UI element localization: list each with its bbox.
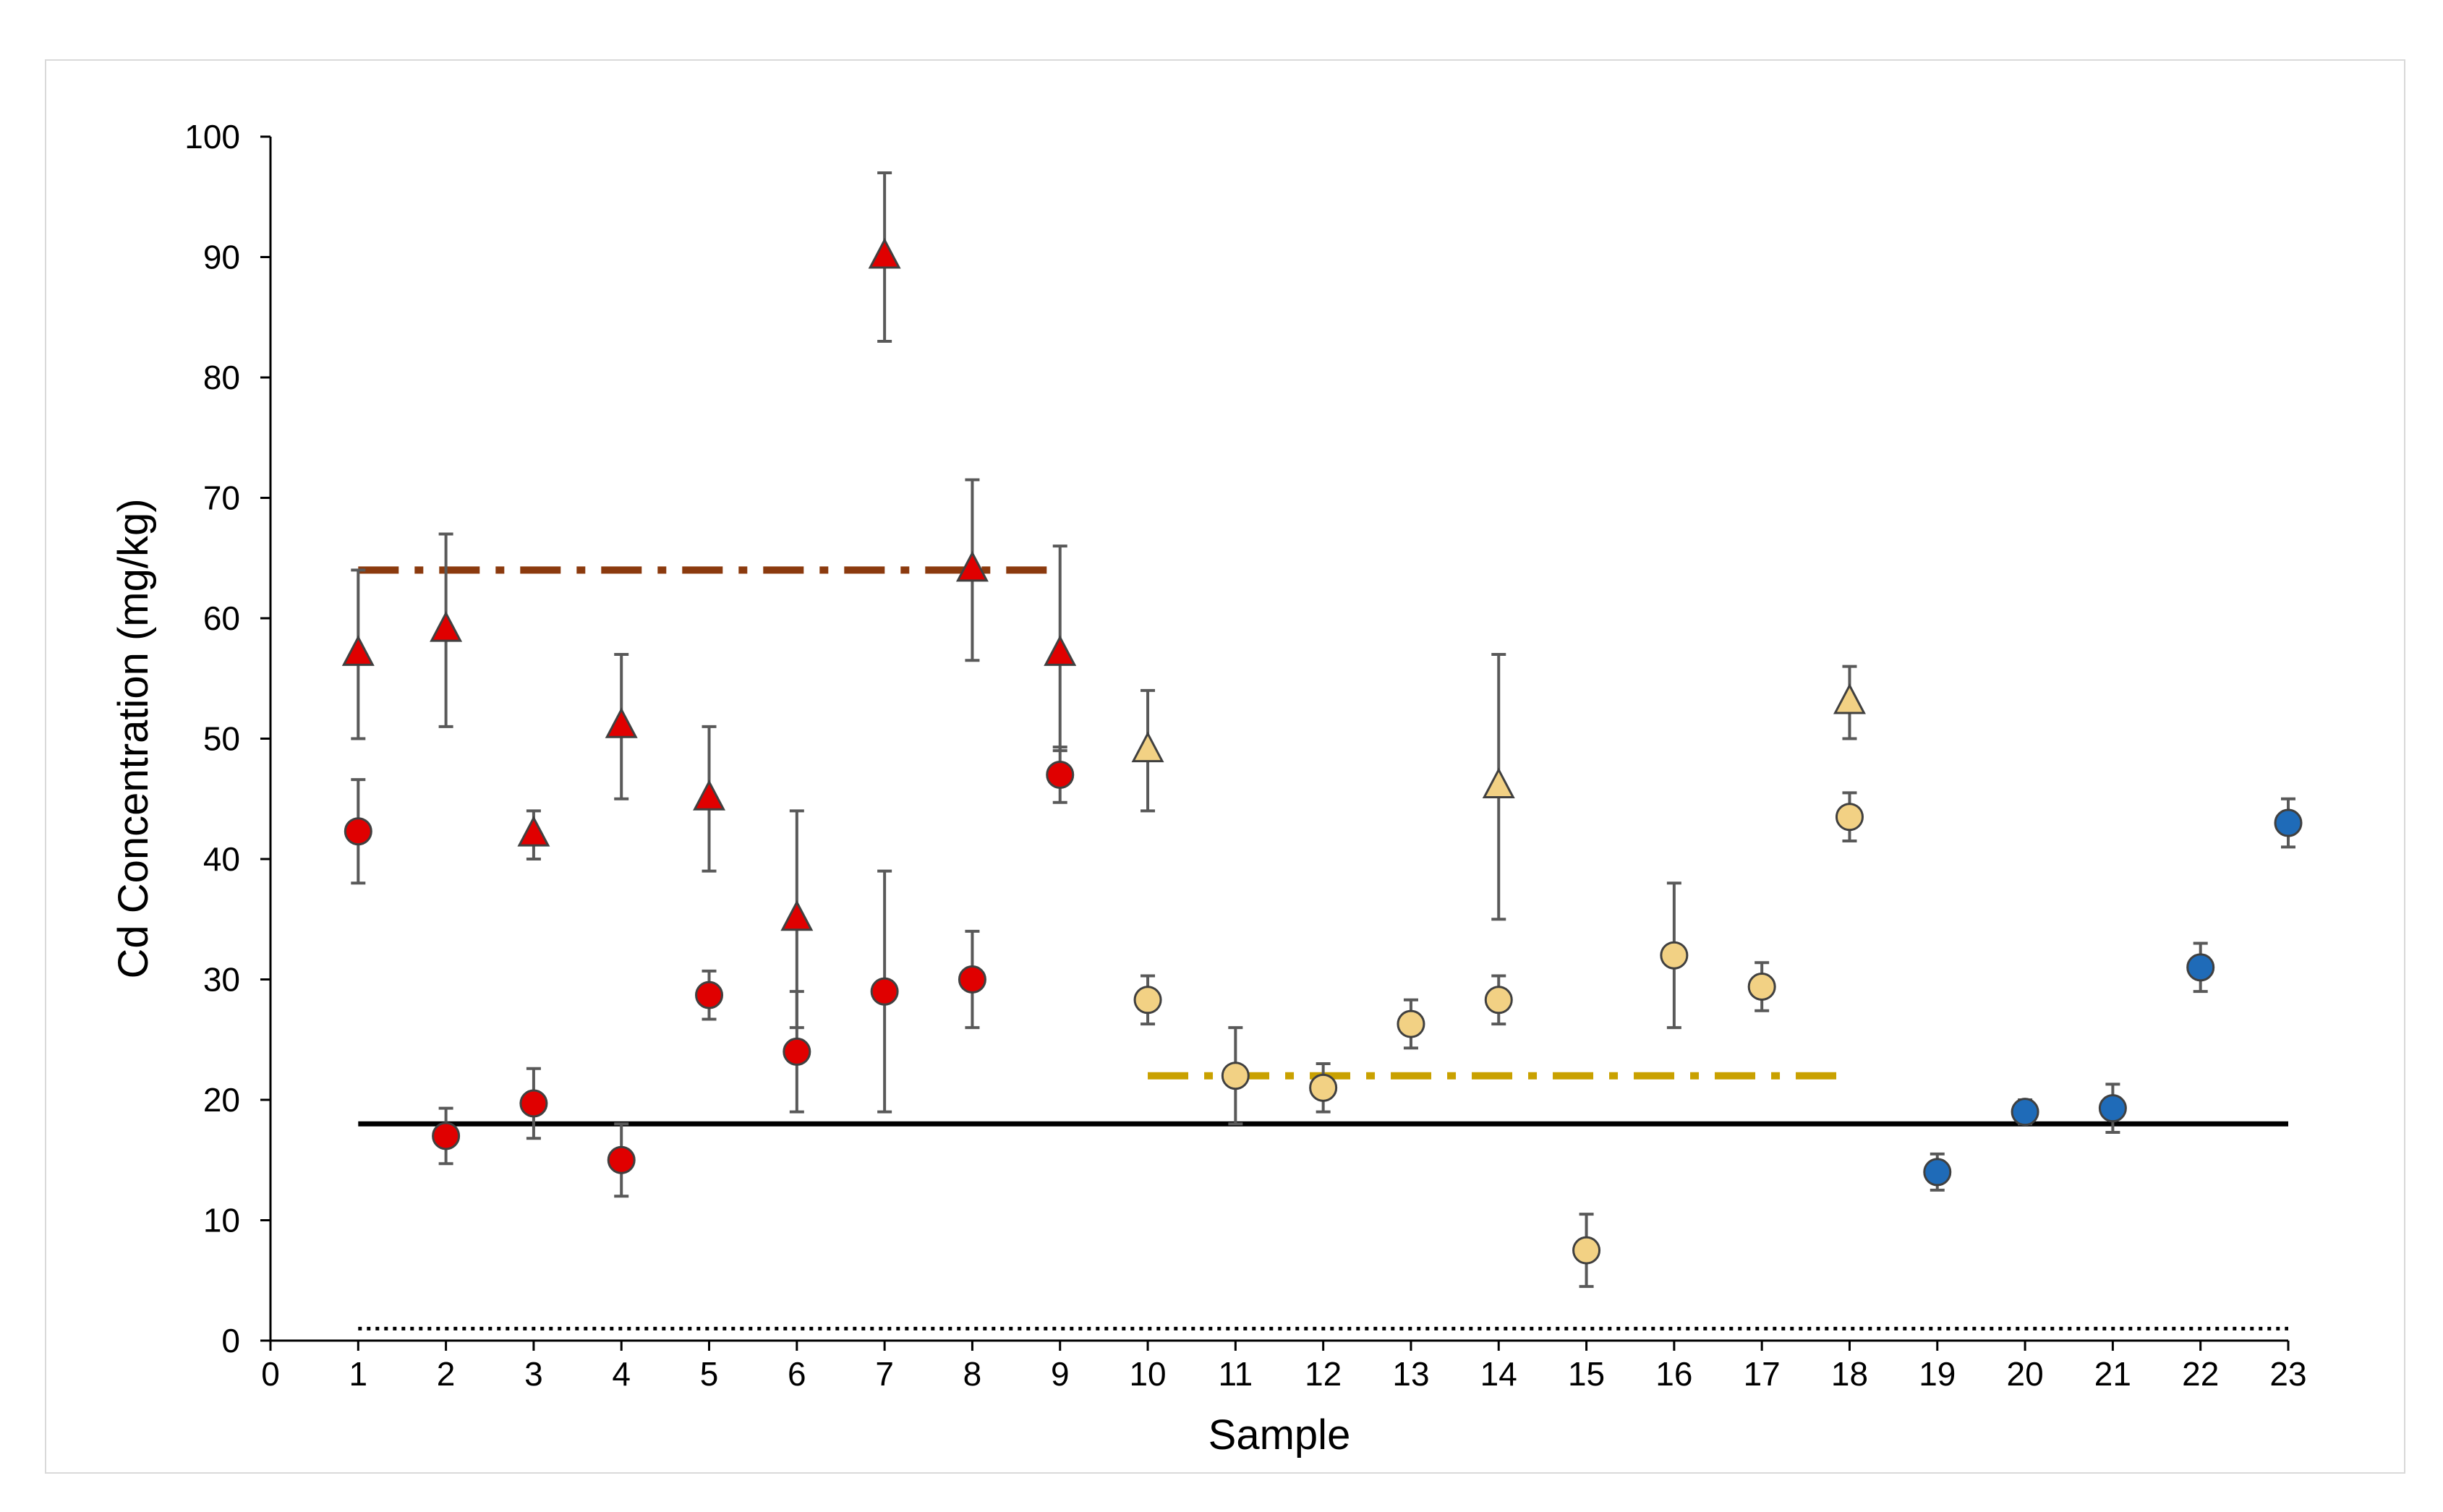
triangle-marker: [955, 550, 989, 582]
x-tick-label: 19: [1919, 1355, 1956, 1393]
y-tick-label: 70: [203, 479, 240, 517]
axes: [269, 137, 2288, 1342]
circle-marker: [1484, 986, 1513, 1015]
x-tick-label: 7: [875, 1355, 894, 1393]
x-tick-label: 16: [1655, 1355, 1692, 1393]
circle-marker: [2274, 808, 2303, 837]
circle-marker: [1747, 972, 1776, 1001]
y-tick-label: 40: [203, 840, 240, 878]
circle-marker: [1572, 1236, 1601, 1265]
circle-marker: [1309, 1073, 1338, 1102]
circle-marker: [1046, 760, 1075, 789]
x-tick-label: 11: [1218, 1355, 1253, 1393]
triangle-marker: [1044, 635, 1077, 666]
circle-marker: [2011, 1098, 2039, 1127]
triangle-marker: [693, 779, 726, 811]
y-tick-label: 80: [203, 359, 240, 396]
x-tick-label: 1: [349, 1355, 368, 1393]
circle-marker: [783, 1037, 811, 1066]
chart-frame: 0 10 20 30 40 50 60 70 80 90 100 0 1 2 3 4 5 6 7 8 9 10 11 12 1…: [45, 59, 2405, 1474]
x-tick-label: 13: [1392, 1355, 1429, 1393]
circle-marker: [1923, 1158, 1952, 1187]
triangle-marker: [780, 900, 814, 931]
y-tick-label: 0: [221, 1322, 240, 1359]
x-tick-label: 18: [1831, 1355, 1868, 1393]
circle-marker: [1660, 941, 1689, 970]
y-tick-label: 30: [203, 961, 240, 999]
circle-marker: [958, 965, 986, 994]
x-tick-label: 3: [524, 1355, 543, 1393]
x-tick-label: 9: [1051, 1355, 1070, 1393]
x-tick-label: 10: [1129, 1355, 1166, 1393]
x-tick-label: 23: [2269, 1355, 2306, 1393]
y-tick-label: 90: [203, 239, 240, 276]
y-tick-label: 60: [203, 599, 240, 637]
circle-marker: [607, 1145, 636, 1174]
circle-marker: [2186, 953, 2215, 982]
x-tick-label: 15: [1568, 1355, 1605, 1393]
circle-marker: [432, 1122, 461, 1150]
triangle-marker: [868, 237, 901, 269]
x-tick-label: 14: [1480, 1355, 1517, 1393]
triangle-marker: [605, 707, 638, 738]
x-tick-label: 17: [1744, 1355, 1781, 1393]
circle-marker: [1397, 1009, 1425, 1038]
circle-marker: [870, 977, 899, 1006]
x-tick-label: 20: [2007, 1355, 2044, 1393]
triangle-marker: [1131, 731, 1164, 763]
y-axis-title: Cd Concentration (mg/kg): [110, 498, 157, 978]
x-tick-label: 5: [700, 1355, 719, 1393]
data-markers: [341, 237, 2303, 1265]
x-tick-label: 8: [963, 1355, 982, 1393]
circle-marker: [1221, 1062, 1250, 1090]
x-tick-label: 22: [2182, 1355, 2219, 1393]
triangle-marker: [517, 815, 550, 847]
y-tick-label: 20: [203, 1081, 240, 1119]
circle-marker: [1133, 986, 1162, 1015]
x-tick-label: 2: [437, 1355, 456, 1393]
triangle-marker: [341, 635, 375, 666]
y-tick-label: 50: [203, 720, 240, 758]
y-tick-label: 10: [203, 1202, 240, 1239]
x-ticks: 0 1 2 3 4 5 6 7 8 9 10 11 12 13 14 15 16 17 18 19 20 21 22 23: [261, 1341, 2307, 1393]
x-tick-label: 12: [1305, 1355, 1342, 1393]
triangle-marker: [430, 610, 463, 642]
circle-marker: [519, 1089, 548, 1118]
circle-marker: [344, 817, 372, 846]
y-tick-label: 100: [184, 118, 240, 155]
circle-marker: [1835, 803, 1864, 832]
x-axis-title: Sample: [1208, 1411, 1351, 1458]
circle-marker: [695, 981, 724, 1009]
circle-marker: [2098, 1094, 2127, 1123]
x-tick-label: 21: [2094, 1355, 2131, 1393]
x-tick-label: 0: [261, 1355, 280, 1393]
triangle-marker: [1833, 683, 1866, 714]
error-bars: [351, 171, 2295, 1289]
y-ticks: 0 10 20 30 40 50 60 70 80 90 100: [184, 118, 270, 1359]
x-tick-label: 4: [612, 1355, 631, 1393]
reference-lines: [358, 566, 2288, 1331]
triangle-marker: [1482, 767, 1515, 799]
x-tick-label: 6: [788, 1355, 806, 1393]
